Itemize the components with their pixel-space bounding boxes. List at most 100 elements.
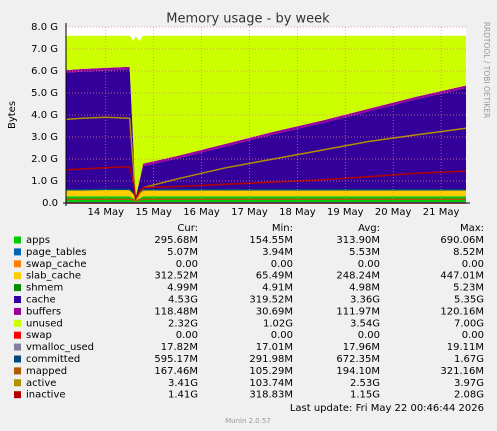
line: [65, 165, 467, 201]
legend-label: committed: [26, 354, 80, 365]
legend-stat: 4.53G: [168, 295, 198, 306]
legend-stat: 3.41G: [168, 378, 198, 389]
legend-stat: 65.49M: [256, 271, 293, 282]
legend-stat: 0.00: [358, 259, 380, 270]
legend-stat: 3.36G: [350, 295, 380, 306]
legend-stat: 0.00: [271, 330, 293, 341]
legend-stat: 167.46M: [154, 366, 198, 377]
version: Munin 2.0.57: [225, 417, 271, 425]
legend-label: apps: [26, 235, 50, 246]
legend-swatch: [14, 307, 21, 315]
line: [66, 198, 466, 202]
legend-stat: 2.08G: [454, 390, 484, 401]
x-tick-label: 18 May: [279, 207, 316, 218]
legend-stat: 1.02G: [263, 318, 293, 329]
legend-stat: 8.52M: [453, 247, 484, 258]
legend-label: active: [26, 378, 56, 389]
legend-stat: 5.23M: [453, 283, 484, 294]
legend-header: Min:: [272, 223, 293, 234]
legend-stat: 0.00: [462, 330, 484, 341]
legend-stat: 690.06M: [440, 235, 484, 246]
legend-swatch: [14, 391, 21, 399]
legend-stat: 447.01M: [440, 271, 484, 282]
legend-header: Avg:: [358, 223, 380, 234]
legend-swatch: [14, 284, 21, 292]
legend-label: inactive: [26, 390, 66, 401]
y-tick-label: 4.0 G: [31, 110, 58, 121]
x-tick-label: 16 May: [183, 207, 220, 218]
legend-swatch: [14, 272, 21, 280]
legend-header: Cur:: [177, 223, 198, 234]
legend-stat: 1.41G: [168, 390, 198, 401]
legend-swatch: [14, 260, 21, 268]
x-tick-label: 19 May: [327, 207, 364, 218]
legend-label: vmalloc_used: [26, 342, 94, 353]
legend-stat: 1.67G: [454, 354, 484, 365]
legend-header: Max:: [460, 223, 484, 234]
legend-swatch: [14, 236, 21, 244]
legend-stat: 17.01M: [256, 342, 293, 353]
legend-stat: 0.00: [176, 330, 198, 341]
legend-stat: 5.07M: [167, 247, 198, 258]
legend-swatch: [14, 355, 21, 363]
y-tick-label: 6.0 G: [31, 66, 58, 77]
x-tick-label: 20 May: [375, 207, 412, 218]
legend-stat: 319.52M: [249, 295, 293, 306]
legend-stat: 2.53G: [350, 378, 380, 389]
legend-stat: 105.29M: [249, 366, 293, 377]
line: [66, 188, 466, 198]
legend-stat: 154.55M: [249, 235, 293, 246]
legend-stat: 248.24M: [336, 271, 380, 282]
chart-title: Memory usage - by week: [166, 12, 330, 27]
legend-swatch: [14, 379, 21, 387]
last-update: Last update: Fri May 22 00:46:44 2026: [290, 403, 484, 414]
y-tick-label: 5.0 G: [31, 88, 58, 99]
legend-stat: 17.96M: [343, 342, 380, 353]
legend-stat: 312.52M: [154, 271, 198, 282]
legend-stat: 3.94M: [262, 247, 293, 258]
legend-swatch: [14, 248, 21, 256]
legend-swatch: [14, 331, 21, 339]
legend-label: shmem: [26, 283, 63, 294]
y-tick-label: 2.0 G: [31, 154, 58, 165]
legend-label: slab_cache: [26, 271, 81, 282]
legend-stat: 295.68M: [154, 235, 198, 246]
legend-label: buffers: [26, 306, 61, 317]
legend-stat: 321.16M: [440, 366, 484, 377]
area: [66, 189, 466, 201]
y-tick-label: 7.0 G: [31, 44, 58, 55]
legend-label: page_tables: [26, 247, 87, 258]
legend-stat: 120.16M: [440, 306, 484, 317]
legend-label: unused: [26, 318, 63, 329]
side-text: RRDTOOL / TOBI OETIKER: [482, 22, 491, 119]
legend-label: swap: [26, 330, 52, 341]
legend-swatch: [14, 296, 21, 303]
y-tick-label: 1.0 G: [31, 176, 58, 187]
legend-stat: 17.82M: [161, 342, 198, 353]
y-tick-label: 8.0 G: [31, 22, 58, 33]
x-tick-label: 14 May: [87, 207, 124, 218]
legend-stat: 5.53M: [349, 247, 380, 258]
legend-stat: 7.00G: [454, 318, 484, 329]
legend-stat: 4.98M: [349, 283, 380, 294]
legend-stat: 672.35M: [336, 354, 380, 365]
legend-stat: 1.15G: [350, 390, 380, 401]
legend-stat: 4.99M: [167, 283, 198, 294]
legend-stat: 30.69M: [256, 306, 293, 317]
legend-stat: 2.32G: [168, 318, 198, 329]
legend-stat: 0.00: [176, 259, 198, 270]
legend-stat: 3.97G: [454, 378, 484, 389]
legend-swatch: [14, 343, 21, 351]
legend-stat: 313.90M: [336, 235, 380, 246]
area: [66, 69, 466, 200]
legend-stat: 291.98M: [249, 354, 293, 365]
legend-stat: 3.54G: [350, 318, 380, 329]
plot: [63, 23, 470, 206]
legend-stat: 5.35G: [454, 295, 484, 306]
x-tick-label: 21 May: [423, 207, 460, 218]
x-tick-label: 15 May: [135, 207, 172, 218]
y-tick-label: 0.0: [42, 198, 58, 209]
x-tick-label: 17 May: [231, 207, 268, 218]
legend-stat: 318.83M: [249, 390, 293, 401]
